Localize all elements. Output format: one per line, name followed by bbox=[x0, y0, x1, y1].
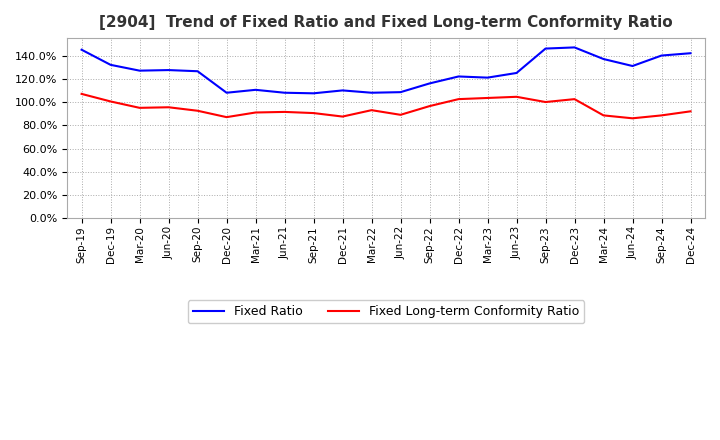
Fixed Long-term Conformity Ratio bbox=[107, 99, 115, 104]
Fixed Long-term Conformity Ratio bbox=[686, 109, 695, 114]
Fixed Long-term Conformity Ratio bbox=[338, 114, 347, 119]
Fixed Long-term Conformity Ratio bbox=[570, 96, 579, 102]
Fixed Long-term Conformity Ratio bbox=[599, 113, 608, 118]
Fixed Ratio bbox=[483, 75, 492, 80]
Fixed Ratio bbox=[628, 63, 636, 69]
Fixed Ratio bbox=[193, 69, 202, 74]
Fixed Long-term Conformity Ratio bbox=[135, 105, 144, 110]
Fixed Long-term Conformity Ratio bbox=[628, 116, 636, 121]
Title: [2904]  Trend of Fixed Ratio and Fixed Long-term Conformity Ratio: [2904] Trend of Fixed Ratio and Fixed Lo… bbox=[99, 15, 673, 30]
Fixed Ratio bbox=[599, 56, 608, 62]
Fixed Ratio bbox=[338, 88, 347, 93]
Fixed Ratio bbox=[77, 47, 86, 52]
Line: Fixed Long-term Conformity Ratio: Fixed Long-term Conformity Ratio bbox=[81, 94, 690, 118]
Fixed Long-term Conformity Ratio bbox=[280, 109, 289, 114]
Fixed Ratio bbox=[251, 87, 260, 92]
Fixed Long-term Conformity Ratio bbox=[426, 103, 434, 109]
Fixed Long-term Conformity Ratio bbox=[222, 114, 231, 120]
Fixed Long-term Conformity Ratio bbox=[367, 107, 376, 113]
Fixed Ratio bbox=[657, 53, 666, 58]
Fixed Ratio bbox=[541, 46, 550, 51]
Fixed Long-term Conformity Ratio bbox=[193, 108, 202, 114]
Fixed Ratio bbox=[135, 68, 144, 73]
Fixed Ratio bbox=[164, 67, 173, 73]
Line: Fixed Ratio: Fixed Ratio bbox=[81, 48, 690, 93]
Fixed Long-term Conformity Ratio bbox=[657, 113, 666, 118]
Fixed Long-term Conformity Ratio bbox=[454, 96, 463, 102]
Fixed Long-term Conformity Ratio bbox=[396, 112, 405, 117]
Fixed Long-term Conformity Ratio bbox=[483, 95, 492, 101]
Fixed Ratio bbox=[570, 45, 579, 50]
Fixed Ratio bbox=[367, 90, 376, 95]
Fixed Ratio bbox=[280, 90, 289, 95]
Fixed Ratio bbox=[686, 51, 695, 56]
Fixed Ratio bbox=[426, 81, 434, 86]
Fixed Long-term Conformity Ratio bbox=[309, 110, 318, 116]
Fixed Long-term Conformity Ratio bbox=[512, 94, 521, 99]
Fixed Ratio bbox=[309, 91, 318, 96]
Fixed Ratio bbox=[222, 90, 231, 95]
Fixed Ratio bbox=[512, 70, 521, 76]
Fixed Long-term Conformity Ratio bbox=[77, 91, 86, 96]
Fixed Ratio bbox=[107, 62, 115, 67]
Fixed Long-term Conformity Ratio bbox=[541, 99, 550, 105]
Legend: Fixed Ratio, Fixed Long-term Conformity Ratio: Fixed Ratio, Fixed Long-term Conformity … bbox=[188, 300, 585, 323]
Fixed Ratio bbox=[454, 74, 463, 79]
Fixed Long-term Conformity Ratio bbox=[164, 105, 173, 110]
Fixed Long-term Conformity Ratio bbox=[251, 110, 260, 115]
Fixed Ratio bbox=[396, 89, 405, 95]
